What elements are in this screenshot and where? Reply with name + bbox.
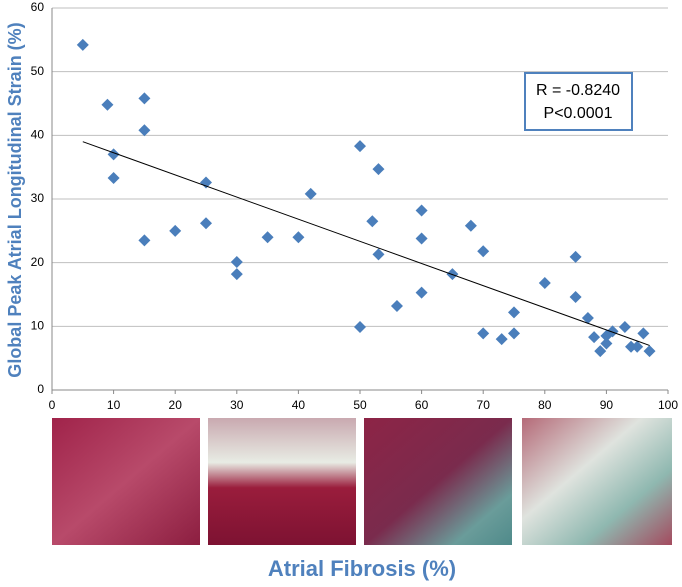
y-tick-label: 40 [31,128,45,142]
data-point [606,325,619,338]
histology-image [364,418,512,545]
data-point [230,268,243,281]
annotation: R = -0.8240 [536,82,620,99]
x-tick-label: 50 [353,398,367,412]
data-point [304,187,317,200]
x-tick-label: 60 [415,398,429,412]
data-point [261,231,274,244]
data-point [631,340,644,353]
y-axis-title: Global Peak Atrial Longitudinal Strain (… [5,22,25,377]
data-point [76,38,89,51]
data-point [138,124,151,137]
plot-area: 0 10 20 30 40 50 60 0 10 20 30 40 50 60 70 80 90 100 [31,0,679,412]
annotation: P<0.0001 [544,105,613,122]
data-point [508,327,520,340]
y-tick-label: 50 [31,64,45,78]
data-point [366,215,379,228]
y-tick-label: 0 [37,382,44,396]
y-tick-label: 60 [31,0,45,14]
data-point [107,171,120,184]
data-point [637,327,650,340]
y-tick-label: 10 [31,319,45,333]
data-point [200,217,212,230]
x-tick-label: 70 [477,398,491,412]
data-point [138,92,151,105]
x-tick-label: 40 [292,398,306,412]
data-point [354,320,366,333]
trend-line [82,141,650,346]
data-point [618,320,631,333]
histology-image [208,418,356,545]
annotation-box [524,72,633,131]
data-point [581,312,594,325]
y-tick-label: 20 [31,255,45,269]
data-point [415,232,428,245]
data-point [415,286,428,299]
data-point [230,256,243,269]
data-point [292,231,305,244]
data-point [538,277,551,290]
data-point [588,331,601,344]
data-point [508,306,520,319]
data-point [372,163,385,176]
y-tick-label: 30 [31,191,45,205]
data-point [625,340,638,353]
histology-image [522,418,672,545]
data-point [372,248,385,261]
data-point [600,337,613,350]
data-point [569,291,582,304]
data-point [169,224,182,237]
x-tick-label: 100 [658,398,678,412]
data-point [415,204,428,217]
histology-image [52,418,200,545]
data-point [464,219,477,232]
data-point [354,140,366,153]
data-point [495,333,508,346]
data-point [138,234,151,247]
data-point [477,245,490,258]
x-tick-label: 10 [107,398,121,412]
x-axis-title: Atrial Fibrosis (%) [268,556,456,581]
x-tick-label: 0 [49,398,56,412]
data-point [200,176,212,189]
x-tick-label: 90 [600,398,614,412]
data-point [594,345,607,358]
x-tick-label: 80 [538,398,552,412]
data-point [569,250,582,263]
x-tick-label: 30 [230,398,244,412]
data-point [101,98,114,111]
data-point [643,345,656,358]
x-tick-label: 20 [169,398,183,412]
data-point [390,299,403,312]
data-point [477,327,490,340]
